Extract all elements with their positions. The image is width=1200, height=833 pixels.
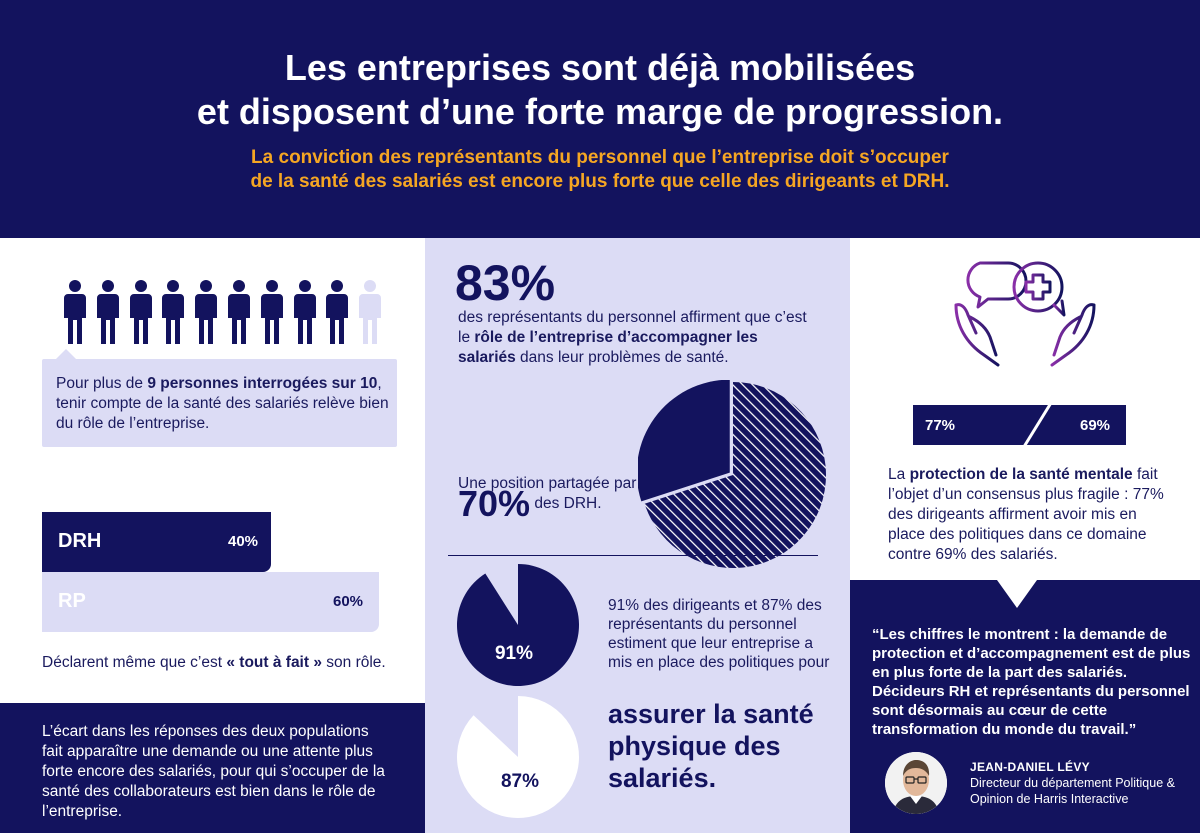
bar-rp-label: RP	[58, 590, 86, 612]
stat-83-text-pre: des représentants du personnel affirment…	[458, 309, 807, 346]
pie-87-label: 87%	[501, 771, 539, 792]
bar-rp: RP 60%	[42, 572, 379, 632]
person-icon	[260, 280, 283, 344]
mental-bold: protection de la santé mentale	[909, 466, 1133, 483]
avatar-portrait	[885, 752, 947, 814]
page-subtitle: La conviction des représentants du perso…	[0, 146, 1200, 194]
person-name: JEAN-DANIEL LÉVY	[970, 760, 1090, 774]
bar-separator	[1020, 397, 1056, 451]
callout-pointer	[56, 349, 76, 359]
title-line-2: et disposent d’une forte marge de progre…	[196, 91, 1004, 132]
pie-70-slice	[644, 382, 826, 568]
value-77: 77%	[925, 417, 956, 434]
bar-rp-value: 60%	[333, 593, 364, 610]
bar-77-69	[913, 405, 1126, 445]
person-title: Directeur du département Politique & Opi…	[970, 776, 1175, 806]
mental-post: fait l’objet d’un consensus plus fragile…	[888, 466, 1164, 563]
pie-87-chart: 87%	[457, 696, 579, 818]
person-icon	[326, 280, 349, 344]
pie-70-chart	[638, 380, 826, 568]
header-banner	[0, 0, 1200, 238]
callout-text-pre: Pour plus de	[56, 375, 148, 392]
stat-83-text-bold: rôle de l’entreprise d’accompagner les s…	[458, 329, 758, 366]
callout-text-post: , tenir compte de la santé des salariés …	[56, 375, 389, 432]
bar-drh: DRH 40%	[42, 512, 271, 572]
declarent-post: son rôle.	[321, 654, 386, 671]
assurer-headline: assurer la santé physique des salariés.	[608, 699, 814, 793]
person-icon	[64, 280, 86, 344]
mental-pre: La	[888, 466, 910, 483]
center-divider	[448, 555, 818, 556]
bar-drh-value: 40%	[228, 533, 259, 550]
shared-pre: Une position partagée par	[458, 475, 637, 492]
person-icon	[129, 280, 152, 344]
stat-83-text-post: dans leur problèmes de santé.	[515, 349, 729, 366]
person-icon	[293, 280, 316, 344]
mental-health-text: La protection de la santé mentale fait l…	[888, 465, 1168, 565]
pie-91-label: 91%	[495, 643, 533, 664]
pie-91-slice	[457, 564, 579, 686]
shared-position-text: Une position partagée par 70% des DRH.	[458, 474, 638, 522]
stat-91-text: 91% des dirigeants et 87% des représenta…	[608, 597, 830, 671]
stat-83-text: des représentants du personnel affirment…	[458, 308, 808, 368]
bar-drh-label: DRH	[58, 530, 102, 552]
hands-health-icon	[954, 261, 1096, 367]
callout-box	[42, 359, 397, 447]
title-line-1: Les entreprises sont déjà mobilisées	[284, 47, 916, 88]
subtitle-line-1: La conviction des représentants du perso…	[251, 147, 949, 168]
person-icon	[162, 280, 185, 344]
value-69: 69%	[1080, 417, 1111, 434]
bottom-left-panel	[0, 703, 425, 833]
quote-notch	[997, 580, 1037, 608]
subtitle-line-2: de la santé des salariés est encore plus…	[250, 171, 950, 192]
pie-70-remainder	[638, 380, 730, 502]
person-icon	[96, 280, 119, 344]
quote-text: “Les chiffres le montrent : la demande d…	[872, 626, 1191, 738]
shared-big-value: 70%	[458, 483, 531, 524]
pie-91-chart: 91%	[457, 564, 579, 686]
shared-post: des DRH.	[530, 495, 602, 513]
person-icon	[195, 280, 218, 344]
person-icon	[228, 280, 250, 344]
declarent-bold: « tout à fait »	[226, 654, 322, 671]
declarent-text: Déclarent même que c’est « tout à fait »…	[42, 654, 442, 672]
bottom-left-text: L’écart dans les réponses des deux popul…	[42, 723, 385, 820]
avatar	[885, 752, 947, 814]
callout-text: Pour plus de 9 personnes interrogées sur…	[56, 374, 391, 434]
pie-87-slice	[457, 696, 579, 818]
declarent-pre: Déclarent même que c’est	[42, 654, 227, 671]
callout-text-bold: 9 personnes interrogées sur 10	[147, 375, 378, 392]
stat-83-value: 83%	[455, 255, 556, 311]
person-icon	[359, 280, 382, 344]
page-title: Les entreprises sont déjà mobilisées et …	[0, 46, 1200, 134]
